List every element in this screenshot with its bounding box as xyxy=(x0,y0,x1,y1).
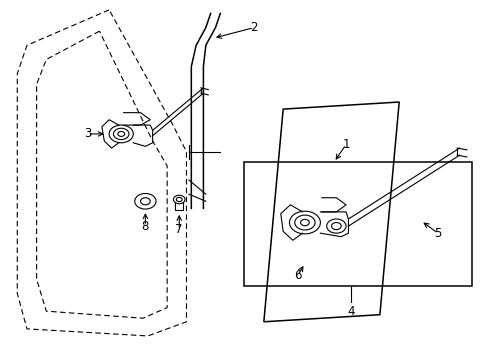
Text: 6: 6 xyxy=(293,269,301,282)
Text: 1: 1 xyxy=(342,138,349,151)
Text: 3: 3 xyxy=(83,127,91,140)
Text: 5: 5 xyxy=(433,227,441,240)
Text: 2: 2 xyxy=(250,21,257,34)
Text: 7: 7 xyxy=(175,223,183,236)
Text: 4: 4 xyxy=(346,305,354,318)
Bar xyxy=(244,162,471,286)
Text: 8: 8 xyxy=(142,220,149,233)
